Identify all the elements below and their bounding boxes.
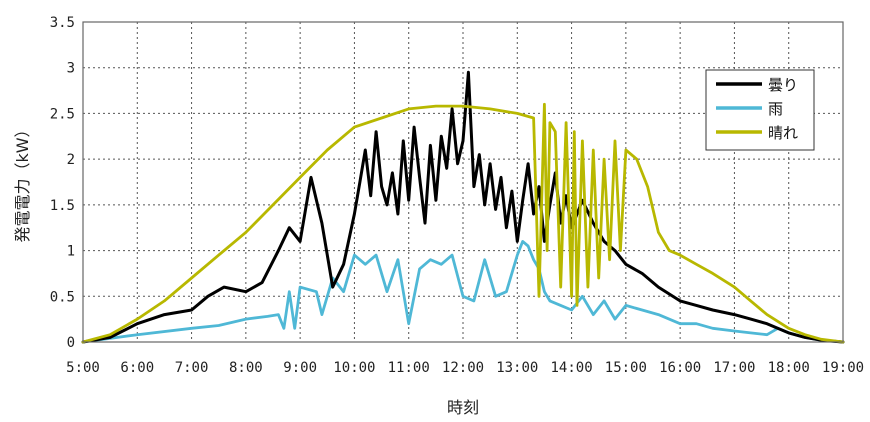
- x-tick-label: 18:00: [768, 360, 810, 376]
- y-axis-ticks: 0 0.5 1 1.5 2 2.5 3 3.5: [50, 15, 75, 351]
- series-line-sunny: [81, 102, 845, 344]
- y-tick-label: 3.5: [50, 15, 75, 31]
- y-tick-label: 1: [67, 244, 75, 260]
- x-tick-label: 5:00: [66, 360, 100, 376]
- series-lines: [81, 70, 845, 344]
- x-tick-label: 6:00: [120, 360, 154, 376]
- x-tick-label: 13:00: [496, 360, 538, 376]
- x-tick-label: 17:00: [713, 360, 755, 376]
- x-tick-label: 9:00: [283, 360, 317, 376]
- y-tick-label: 2.5: [50, 106, 75, 122]
- x-tick-label: 7:00: [175, 360, 209, 376]
- x-tick-label: 12:00: [442, 360, 484, 376]
- x-tick-label: 15:00: [605, 360, 647, 376]
- x-tick-label: 10:00: [333, 360, 375, 376]
- y-tick-label: 3: [67, 61, 75, 77]
- series-line-rain: [81, 240, 845, 344]
- y-tick-label: 0: [67, 335, 75, 351]
- x-axis-title: 時刻: [447, 398, 479, 417]
- x-tick-label: 11:00: [388, 360, 430, 376]
- x-axis-ticks: 5:00 6:00 7:00 8:00 9:00 10:00 11:00 12:00 13:00…: [66, 360, 864, 376]
- legend-label: 晴れ: [768, 124, 798, 142]
- y-tick-label: 0.5: [50, 289, 75, 305]
- plot-border: [82, 21, 844, 343]
- x-tick-label: 8:00: [229, 360, 263, 376]
- y-axis-title: 発電電力（kW）: [13, 121, 32, 242]
- x-tick-label: 14:00: [550, 360, 592, 376]
- x-tick-label: 19:00: [822, 360, 864, 376]
- y-tick-label: 1.5: [50, 198, 75, 214]
- legend-label: 雨: [768, 100, 783, 118]
- y-tick-label: 2: [67, 152, 75, 168]
- x-tick-label: 16:00: [659, 360, 701, 376]
- legend-label: 曇り: [768, 76, 798, 94]
